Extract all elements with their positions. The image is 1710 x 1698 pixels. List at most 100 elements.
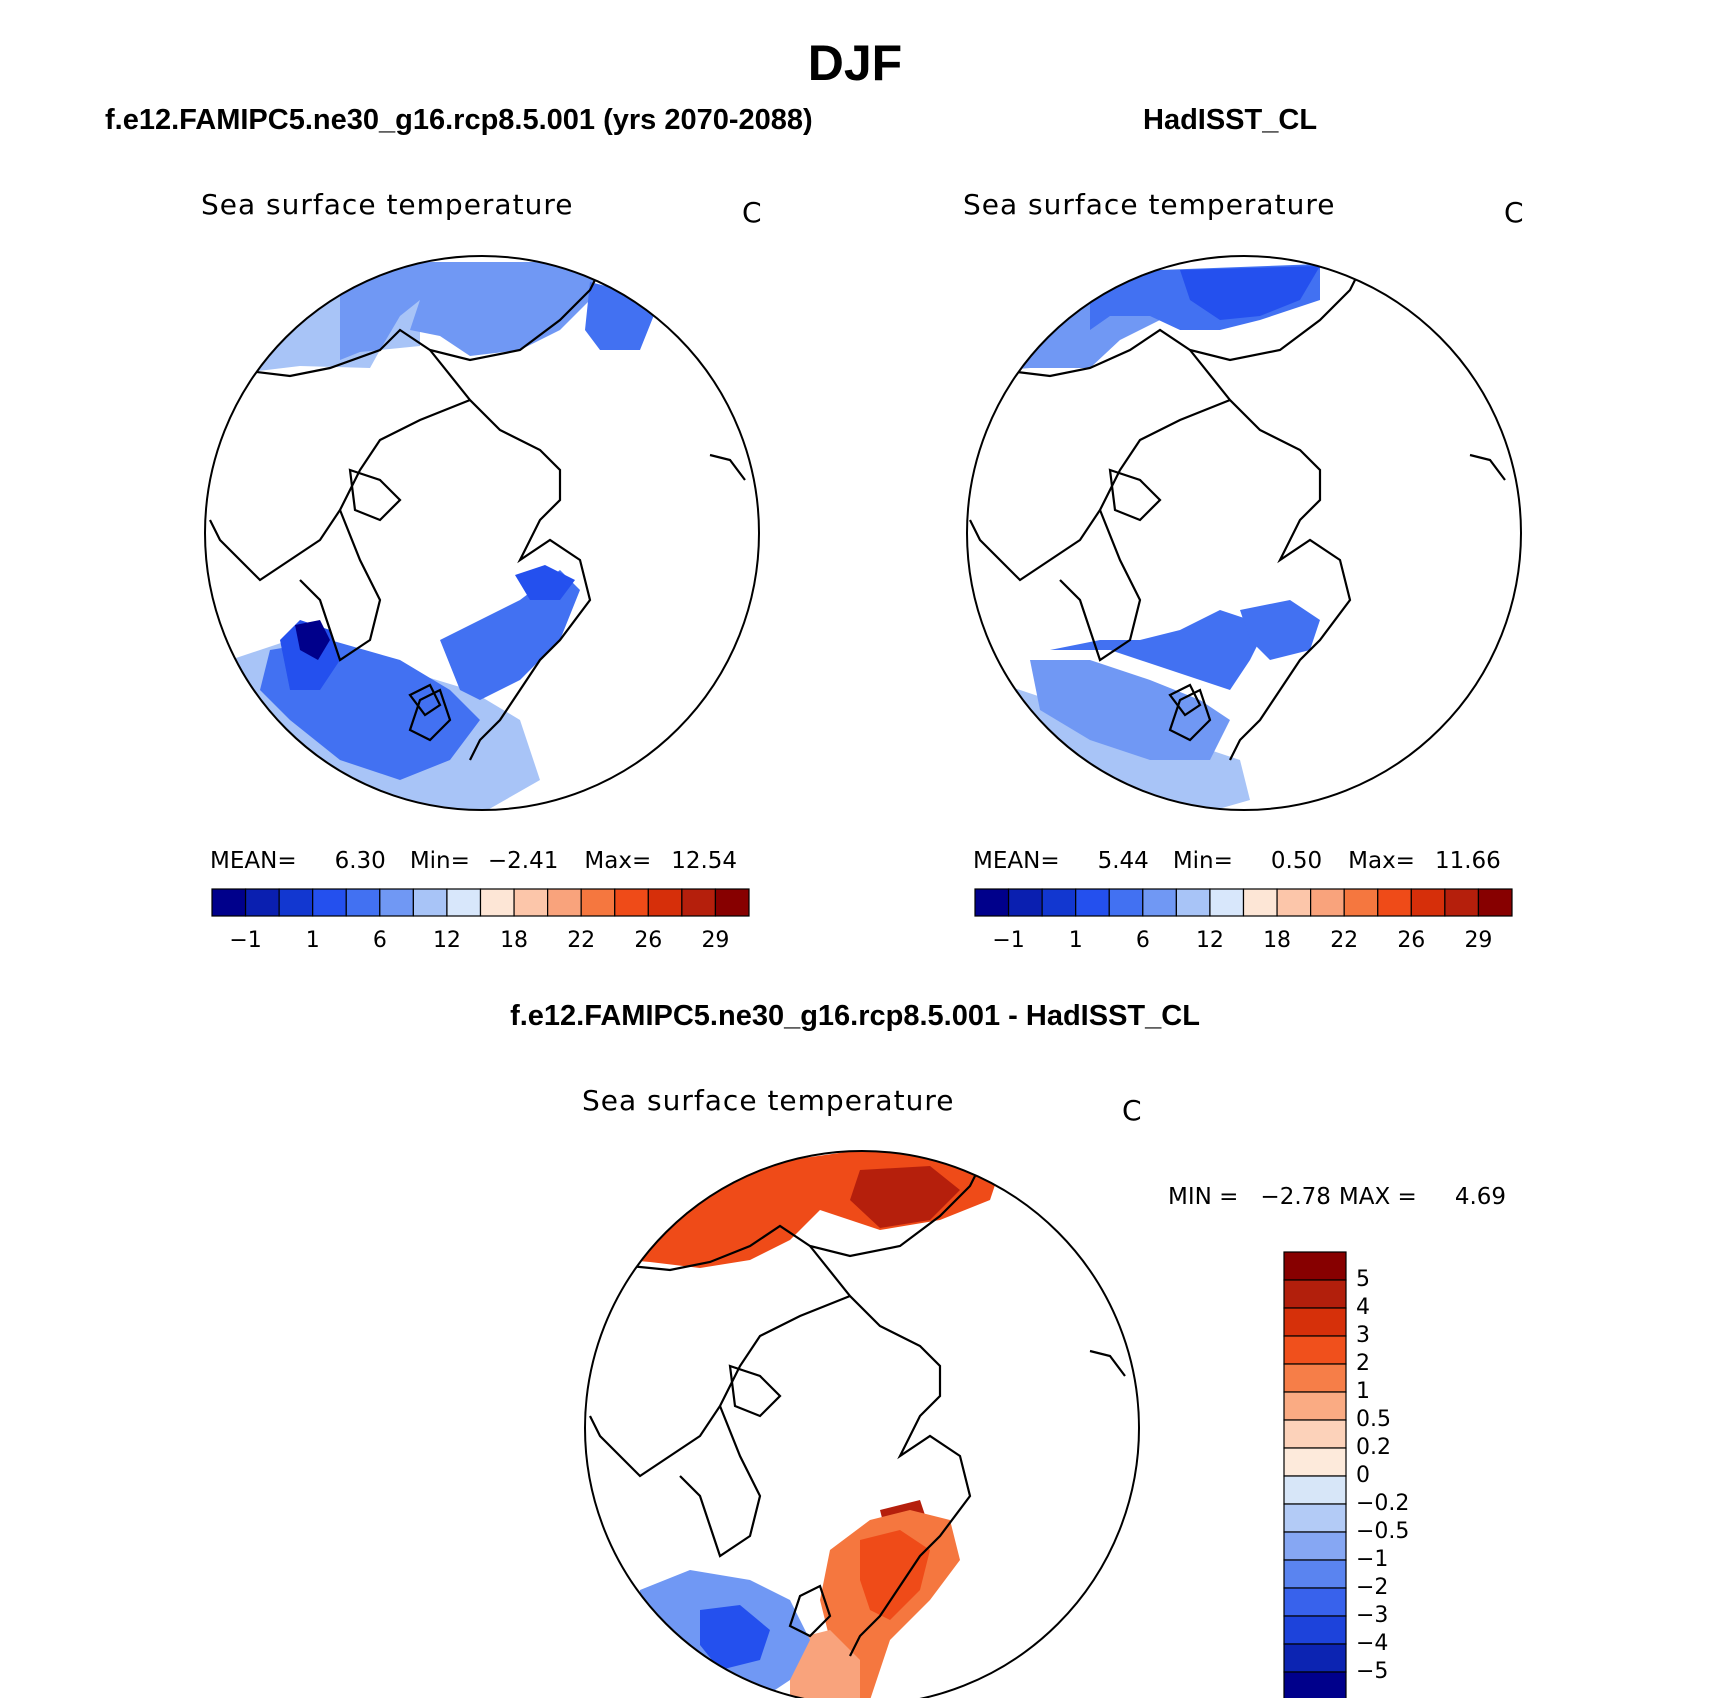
model-colorbar-swatch [547, 888, 582, 917]
diff-colorbar-tick-label: 3 [1356, 1323, 1370, 1348]
diff-bering-warmest [850, 1166, 960, 1228]
obs-map [966, 255, 1522, 811]
model-pacific-sst-bering [410, 262, 600, 356]
diff-colorbar-tick-label: 0.5 [1356, 1407, 1391, 1432]
model-colorbar-swatch [244, 888, 280, 917]
figure-title: DJF [807, 35, 903, 91]
diff-colorbar-swatch [1283, 1307, 1347, 1337]
obs-colorbar-tick-label: 1 [1068, 928, 1083, 953]
model-map [204, 255, 760, 811]
obs-colorbar-swatch [1075, 888, 1110, 917]
diff-coastlines [589, 1165, 1126, 1657]
obs-colorbar-tick-label: 12 [1195, 928, 1224, 953]
model-variable-label: Sea surface temperature [201, 188, 574, 221]
diff-colorbar-swatch [1283, 1587, 1347, 1617]
diff-colorbar-swatch [1283, 1363, 1347, 1393]
diff-colorbar-tick-label: 2 [1356, 1351, 1370, 1376]
diff-colorbar-tick-label: −2 [1356, 1575, 1389, 1600]
diff-colorbar-swatch [1283, 1615, 1347, 1645]
diff-colorbar-tick-label: −5 [1356, 1659, 1389, 1684]
model-colorbar-swatch [446, 888, 482, 917]
diff-colorbar-tick-label: −1 [1356, 1547, 1389, 1572]
diff-colorbar-tick-label: 1 [1356, 1379, 1370, 1404]
model-colorbar-swatch [513, 888, 549, 917]
model-stats: MEAN= 6.30 Min= −2.41 Max= 12.54 [210, 848, 738, 874]
model-barents-sst [515, 565, 575, 600]
model-colorbar-swatch [580, 888, 616, 917]
obs-variable-label: Sea surface temperature [963, 188, 1336, 221]
diff-nordic-core [860, 1530, 930, 1620]
diff-colorbar-tick-label: −3 [1356, 1603, 1389, 1628]
diff-colorbar-tick-label: 4 [1356, 1295, 1370, 1320]
model-panel-heading: f.e12.FAMIPC5.ne30_g16.rcp8.5.001 (yrs 2… [105, 104, 813, 136]
obs-colorbar-tick-label: 18 [1263, 928, 1292, 953]
diff-variable-label: Sea surface temperature [582, 1084, 955, 1117]
diff-atlantic-cool-core [700, 1605, 770, 1670]
diff-colorbar-swatch [1283, 1391, 1347, 1421]
diff-colorbar-swatch [1283, 1447, 1347, 1477]
diff-colorbar-swatch [1283, 1559, 1347, 1589]
model-colorbar [211, 888, 750, 917]
diff-stats: MIN = −2.78 MAX = 4.69 [1168, 1184, 1507, 1210]
obs-colorbar-swatch [1242, 888, 1278, 917]
model-colorbar-swatch [379, 888, 414, 917]
diff-colorbar-tick-label: −4 [1356, 1631, 1389, 1656]
model-units-label: C [742, 196, 763, 229]
obs-colorbar-swatch [1410, 888, 1446, 917]
model-colorbar-tick-label: 6 [372, 928, 387, 953]
obs-colorbar-swatch [1175, 888, 1211, 917]
obs-colorbar-swatch [1343, 888, 1379, 917]
obs-colorbar-swatch [1310, 888, 1345, 917]
obs-colorbar [974, 888, 1513, 917]
obs-colorbar-tick-label: 22 [1330, 928, 1359, 953]
obs-panel-heading: HadISST_CL [1143, 104, 1318, 136]
obs-colorbar-swatch [1209, 888, 1245, 917]
diff-colorbar-swatch [1283, 1251, 1347, 1281]
model-colorbar-tick-label: 29 [701, 928, 730, 953]
model-colorbar-swatch [479, 888, 515, 917]
model-colorbar-tick-label: −1 [229, 928, 262, 953]
diff-colorbar-swatch [1283, 1531, 1347, 1561]
obs-colorbar-tick-label: 6 [1135, 928, 1150, 953]
model-atlantic-sst-davis [295, 620, 330, 660]
obs-colorbar-swatch [1007, 888, 1043, 917]
diff-atlantic-warm-edge [610, 1610, 660, 1698]
diff-units-label: C [1122, 1094, 1143, 1127]
obs-colorbar-tick-label: 26 [1397, 928, 1426, 953]
model-colorbar-swatch [714, 888, 750, 917]
obs-units-label: C [1504, 196, 1525, 229]
diff-colorbar-swatch [1283, 1503, 1347, 1533]
diff-colorbar-tick-label: 5 [1356, 1267, 1370, 1292]
diff-colorbar-tick-label: −0.2 [1356, 1491, 1410, 1516]
obs-colorbar-tick-label: 29 [1464, 928, 1493, 953]
model-colorbar-swatch [312, 888, 347, 917]
diff-colorbar-swatch [1283, 1419, 1347, 1449]
obs-colorbar-swatch [1108, 888, 1144, 917]
diff-colorbar-tick-label: −0.5 [1356, 1519, 1410, 1544]
model-colorbar-swatch [647, 888, 683, 917]
model-pacific-sst-mid [340, 262, 420, 360]
obs-colorbar-swatch [1477, 888, 1513, 917]
obs-atlantic-sst-strong [1050, 610, 1260, 690]
model-colorbar-swatch [211, 888, 247, 917]
obs-pacific-sst-bering [1180, 266, 1320, 320]
model-colorbar-tick-label: 22 [567, 928, 596, 953]
model-colorbar-tick-label: 18 [500, 928, 529, 953]
diff-colorbar-swatch [1283, 1475, 1347, 1505]
model-colorbar-swatch [614, 888, 649, 917]
diff-colorbar [1283, 1251, 1347, 1698]
diff-map [584, 1150, 1140, 1698]
obs-coastlines [969, 269, 1506, 761]
model-colorbar-tick-label: 26 [634, 928, 663, 953]
obs-colorbar-swatch [1377, 888, 1412, 917]
model-colorbar-tick-label: 1 [305, 928, 320, 953]
model-colorbar-swatch [345, 888, 381, 917]
obs-colorbar-tick-label: −1 [992, 928, 1025, 953]
diff-colorbar-tick-label: 0.2 [1356, 1435, 1391, 1460]
model-colorbar-swatch [412, 888, 448, 917]
obs-colorbar-swatch [974, 888, 1010, 917]
diff-colorbar-swatch [1283, 1279, 1347, 1309]
diff-panel-heading: f.e12.FAMIPC5.ne30_g16.rcp8.5.001 - HadI… [510, 1000, 1200, 1032]
model-colorbar-tick-label: 12 [432, 928, 461, 953]
